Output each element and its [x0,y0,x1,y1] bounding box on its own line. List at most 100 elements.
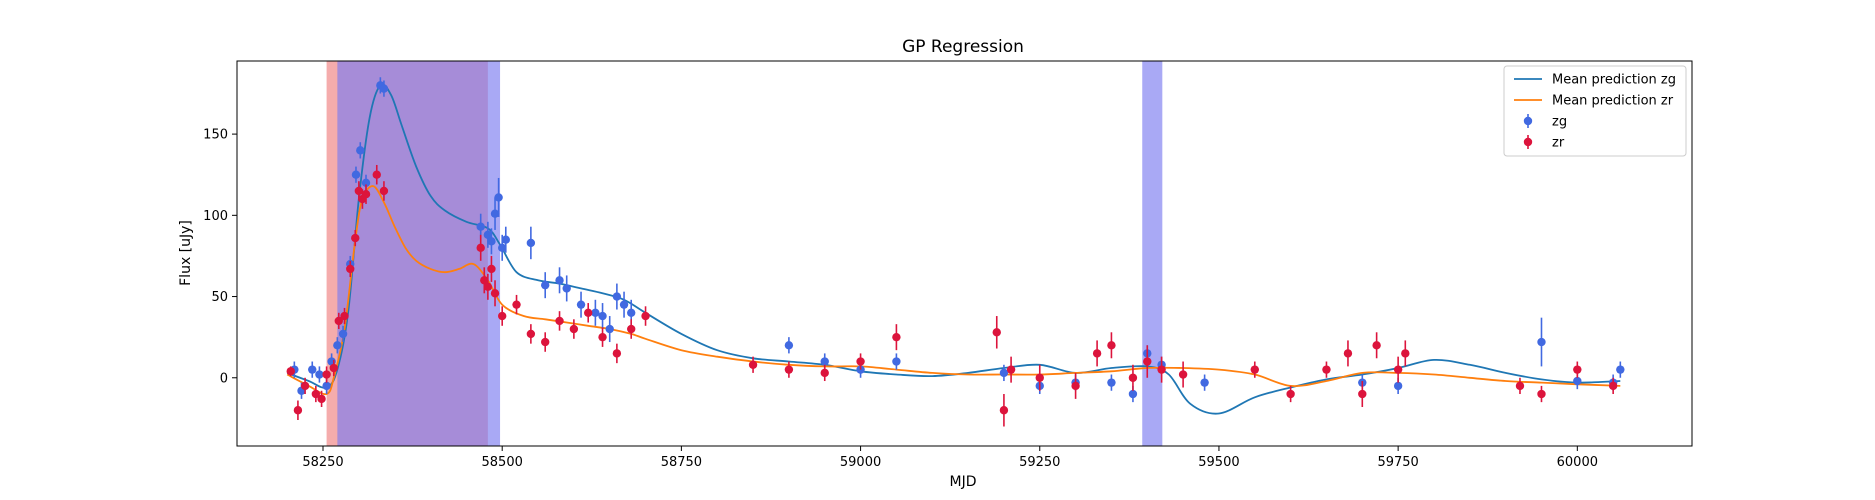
zr-point-5 [322,370,331,379]
zr-point-28 [598,332,607,342]
zg-point-31 [627,308,636,317]
zr-point-17 [480,276,489,285]
zr-point-31 [641,311,650,321]
zr-point-1 [293,406,303,415]
zg-point-21 [526,238,536,248]
shaded-region-zg-2 [1142,61,1163,446]
zr-point-14 [372,170,381,179]
zg-point-17 [490,209,500,218]
zr-point-22 [512,300,521,309]
x-tick-label-58250: 58250 [302,455,343,470]
zg-point-7 [338,329,348,339]
zr-point-15 [379,186,389,196]
zr-point-37 [992,328,1001,337]
zg-point-22 [541,280,550,290]
zg-point-10 [356,146,365,155]
zr-point-35 [856,357,865,366]
x-tick-label-59000: 59000 [840,455,881,470]
zr-point-20 [490,289,500,298]
zr-point-2 [300,381,310,391]
zr-point-19 [487,264,496,274]
zg-point-35 [892,357,901,366]
zg-point-28 [605,324,614,334]
zg-point-49 [1616,365,1625,374]
x-tick-label-59750: 59750 [1377,455,1418,470]
zr-point-38 [999,406,1009,415]
zg-point-18 [494,193,503,202]
zr-point-16 [476,243,485,253]
zr-point-7 [334,316,343,326]
zr-point-34 [820,368,829,378]
zr-point-33 [784,365,794,374]
zr-point-30 [627,324,636,334]
zg-point-16 [487,237,496,246]
zr-point-56 [1515,381,1525,391]
zr-point-32 [748,360,758,369]
zr-point-11 [354,186,364,196]
shaded-region-zg-1 [337,61,501,446]
zr-point-49 [1286,389,1295,399]
zr-point-58 [1573,365,1582,374]
chart-title: GP Regression [902,37,1024,57]
x-tick-label-59250: 59250 [1019,455,1060,470]
y-tick-label-100: 100 [203,209,228,224]
zr-point-50 [1322,365,1331,374]
zg-point-32 [784,341,794,350]
zr-point-47 [1178,370,1188,379]
legend-label-0: Mean prediction zg [1552,73,1676,88]
zr-point-23 [526,329,536,339]
zg-point-4 [322,381,331,391]
x-tick-label-59500: 59500 [1198,455,1239,470]
zg-point-14 [476,222,485,231]
x-tick-label-58500: 58500 [482,455,523,470]
legend-label-2: zg [1552,115,1567,130]
zr-point-45 [1143,357,1152,366]
zg-point-6 [333,341,342,350]
zr-point-3 [311,389,321,399]
zr-point-18 [483,282,493,292]
zr-point-39 [1006,365,1016,374]
legend-box [1503,65,1687,157]
legend: Mean prediction zg Mean prediction zr zg zr [1503,65,1687,157]
zg-point-43 [1200,378,1209,387]
zr-point-48 [1250,365,1259,374]
zr-point-52 [1358,389,1367,399]
zr-point-42 [1092,349,1102,358]
axes-frame [236,60,1693,447]
zr-point-46 [1157,365,1166,374]
zr-point-40 [1035,373,1044,382]
plot-frame [236,60,1693,447]
zg-point-11 [361,178,371,188]
zg-point-30 [619,300,629,309]
zr-point-51 [1343,349,1353,358]
observation-points [286,77,1625,427]
zr-point-26 [569,324,579,334]
zr-point-29 [612,349,622,358]
zr-point-0 [286,367,295,376]
mean-prediction-zr-line [286,185,1621,396]
zr-point-8 [340,311,349,321]
zg-point-46 [1537,337,1546,347]
zr-point-13 [361,190,371,199]
zg-point-20 [501,235,510,244]
legend-label-3: zr [1552,136,1565,151]
zr-point-10 [351,233,360,243]
zr-point-44 [1128,373,1138,382]
y-axis-label: Flux [uJy] [178,220,194,286]
zr-point-6 [329,363,338,373]
y-tick-label-150: 150 [203,128,228,143]
zr-point-57 [1537,389,1546,399]
zr-point-21 [497,311,507,321]
zg-point-33 [820,357,829,366]
zg-point-45 [1393,381,1403,391]
x-axis-label: MJD [950,474,977,490]
zg-point-2 [308,365,317,374]
zr-point-43 [1107,341,1116,350]
zg-point-15 [483,230,493,240]
zg-point-9 [351,170,361,179]
zg-point-47 [1573,376,1582,386]
zr-point-36 [892,332,901,342]
zg-point-26 [591,308,600,317]
